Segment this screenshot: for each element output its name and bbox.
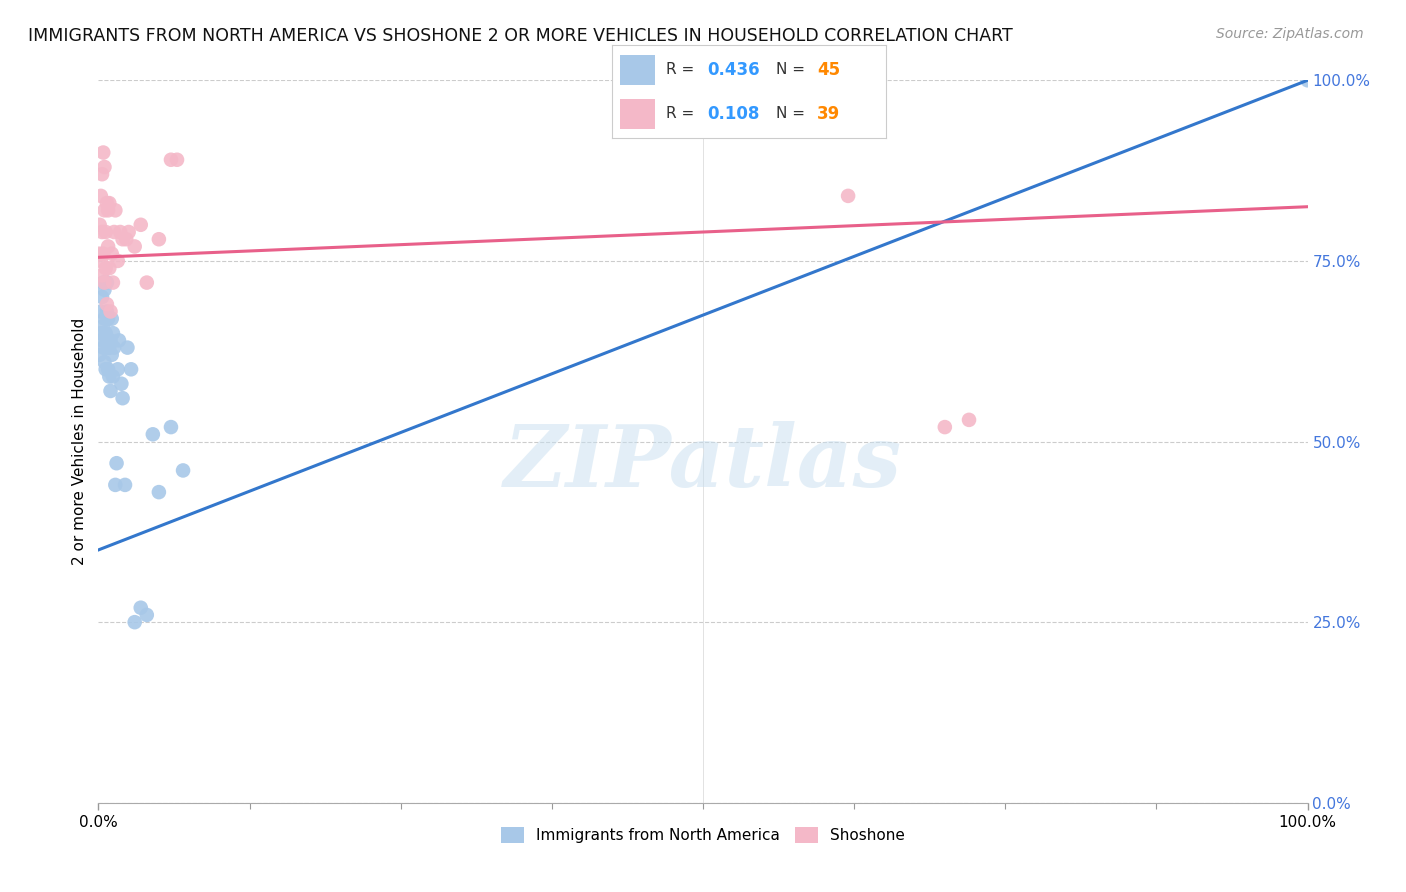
Point [91,318,114,333]
Point [90,253,112,268]
Point [100,334,122,348]
Point [90,326,112,340]
Point [96,334,118,348]
Point [100,348,122,362]
Point [93,355,115,369]
Point [89,218,111,232]
Point [91,225,114,239]
Point [93,283,115,297]
Point [97,239,120,253]
FancyBboxPatch shape [620,55,655,85]
Point [96,297,118,311]
Point [103,225,125,239]
Text: R =: R = [666,106,700,121]
Point [94,326,117,340]
Point [91,268,114,283]
Point [142,427,165,442]
Text: N =: N = [776,106,810,121]
Point [111,391,134,405]
Text: Source: ZipAtlas.com: Source: ZipAtlas.com [1216,27,1364,41]
Text: N =: N = [776,62,810,78]
Point [135,276,157,290]
Point [115,232,138,246]
Point [93,276,115,290]
Legend: Immigrants from North America, Shoshone: Immigrants from North America, Shoshone [495,822,911,849]
Text: 45: 45 [817,61,841,78]
Text: 0.436: 0.436 [707,61,761,78]
Point [91,145,114,160]
Text: ZIPatlas: ZIPatlas [503,421,903,505]
Point [837,189,859,203]
Point [111,232,134,246]
Point [100,304,122,318]
Point [94,362,117,376]
Point [957,413,980,427]
Point [91,276,114,290]
Point [166,153,188,167]
Text: R =: R = [666,62,700,78]
Point [124,239,146,253]
Point [97,203,120,218]
Point [104,203,127,218]
Point [107,253,129,268]
Point [98,369,121,384]
Point [105,456,128,470]
Point [98,196,121,211]
Text: IMMIGRANTS FROM NORTH AMERICA VS SHOSHONE 2 OR MORE VEHICLES IN HOUSEHOLD CORREL: IMMIGRANTS FROM NORTH AMERICA VS SHOSHON… [28,27,1012,45]
Point [91,246,114,260]
Text: 39: 39 [817,105,841,123]
Point [108,334,131,348]
Point [100,246,122,260]
Point [96,196,118,211]
Point [124,615,146,630]
Point [91,290,114,304]
Point [89,348,111,362]
Point [101,326,124,340]
Point [101,369,124,384]
Point [104,478,127,492]
Point [160,153,183,167]
Point [172,463,194,477]
Point [934,420,956,434]
Point [93,160,115,174]
Point [107,362,129,376]
Point [148,232,170,246]
Point [98,261,121,276]
Point [118,225,141,239]
Point [96,304,118,318]
Point [103,341,125,355]
Point [91,167,114,181]
Point [91,341,114,355]
Point [108,225,131,239]
Point [100,384,122,398]
Point [160,420,183,434]
Text: 0.108: 0.108 [707,105,761,123]
Point [93,203,115,218]
Point [129,218,152,232]
Point [1296,73,1319,87]
Point [89,246,111,260]
Point [135,607,157,622]
Point [98,341,121,355]
Point [100,311,122,326]
Point [110,376,132,391]
Point [117,341,139,355]
Y-axis label: 2 or more Vehicles in Household: 2 or more Vehicles in Household [72,318,87,566]
Point [114,478,136,492]
Point [148,485,170,500]
Point [97,362,120,376]
Point [97,311,120,326]
Point [93,311,115,326]
Point [94,225,117,239]
Point [129,600,152,615]
Point [90,189,112,203]
Point [91,334,114,348]
FancyBboxPatch shape [620,99,655,129]
Point [94,261,117,276]
Point [90,304,112,318]
Point [120,362,142,376]
Point [97,341,120,355]
Point [101,276,124,290]
Point [96,276,118,290]
